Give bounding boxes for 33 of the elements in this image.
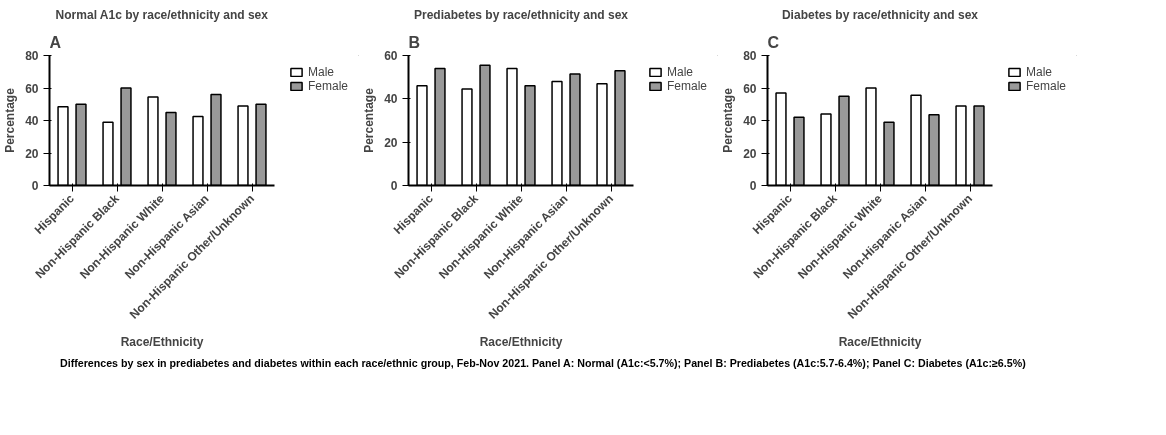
y-tick-label: 40 (25, 114, 39, 128)
y-axis-title: Percentage (3, 87, 18, 153)
y-tick-label: 40 (743, 114, 757, 128)
y-tick-label: 20 (384, 135, 398, 150)
y-tick-label: 0 (31, 179, 39, 193)
y-tick-label: 80 (25, 49, 39, 63)
y-tick-label: 60 (25, 81, 39, 96)
text: A (49, 33, 62, 51)
y-tick-label: 40 (384, 92, 398, 107)
legend-label: Male (308, 65, 335, 79)
y-tick-label: 60 (384, 49, 398, 63)
legend-label: Female (308, 79, 349, 93)
text: B (408, 33, 421, 51)
text: Differences by sex in prediabetes and diabetes within each race/ethnic group, Feb-Nov 2021. Panel A: Normal (A1c:<5.7%); Panel B: Prediabetes (A1c:5.7-6.4%); Panel C: Diabetes (A1c:≥6.5%) (60, 356, 1026, 371)
chart-title: Prediabetes by race/ethnicity and sex (413, 7, 629, 22)
chart-title: Normal A1c by race/ethnicity and sex (55, 7, 269, 22)
text: C (767, 33, 780, 51)
y-tick-label: 0 (749, 179, 757, 193)
y-axis-title: Percentage (721, 87, 736, 153)
legend-label: Male (667, 65, 694, 79)
y-tick-label: 20 (25, 146, 39, 161)
y-tick-label: 60 (743, 81, 757, 96)
legend-label: Male (1026, 65, 1053, 79)
x-axis-title: Race/Ethnicity (479, 334, 563, 349)
x-axis-title: Race/Ethnicity (120, 334, 204, 349)
y-axis-title: Percentage (362, 87, 377, 153)
legend-label: Female (667, 79, 708, 93)
y-tick-label: 80 (743, 49, 757, 63)
y-tick-label: 20 (743, 146, 757, 161)
x-axis-title: Race/Ethnicity (838, 334, 922, 349)
y-tick-label: 0 (390, 179, 398, 193)
legend-label: Female (1026, 79, 1067, 93)
chart-title: Diabetes by race/ethnicity and sex (781, 7, 979, 22)
